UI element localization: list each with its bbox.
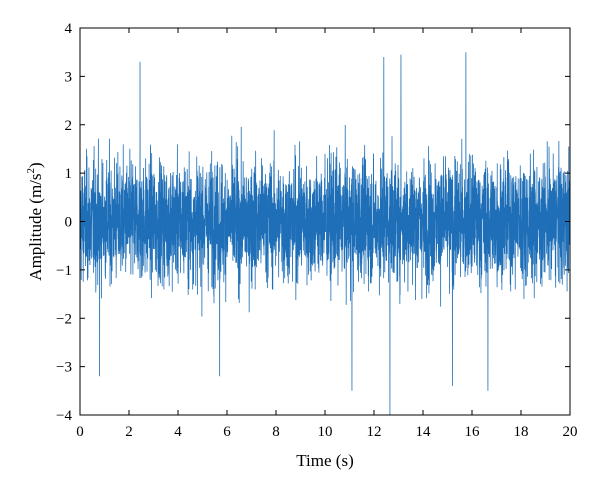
x-axis: 0 2 4 6 8 10 12 14 16 18 20 [76, 28, 578, 440]
x-tick-label: 18 [514, 424, 529, 440]
x-tick-label: 4 [174, 424, 182, 440]
y-tick-label: −3 [56, 360, 72, 376]
x-tick-label: 16 [465, 424, 481, 440]
y-tick-label: 1 [65, 166, 73, 182]
x-tick-label: 2 [125, 424, 133, 440]
y-tick-label: 4 [65, 21, 73, 37]
y-axis: −4 −3 −2 −1 0 1 2 3 4 [56, 21, 570, 424]
y-tick-label: 0 [65, 215, 73, 231]
x-axis-title: Time (s) [296, 451, 353, 470]
y-tick-label: −2 [56, 311, 72, 327]
x-tick-label: 10 [318, 424, 333, 440]
y-tick-label: −1 [56, 263, 72, 279]
x-tick-label: 12 [367, 424, 382, 440]
signal-series [79, 52, 571, 416]
x-tick-label: 20 [563, 424, 578, 440]
signal-line [79, 52, 571, 416]
y-tick-label: −4 [56, 408, 72, 424]
x-tick-label: 0 [76, 424, 84, 440]
y-axis-title-superscript: 2 [25, 168, 37, 174]
y-axis-title-close: ) [26, 162, 45, 168]
x-tick-label: 14 [416, 424, 432, 440]
y-tick-label: 3 [65, 69, 73, 85]
x-tick-label: 6 [223, 424, 231, 440]
y-axis-title: Amplitude (m/s2) [25, 162, 45, 280]
y-axis-title-main: Amplitude (m/s [26, 173, 45, 280]
x-tick-label: 8 [272, 424, 280, 440]
y-tick-label: 2 [65, 118, 73, 134]
